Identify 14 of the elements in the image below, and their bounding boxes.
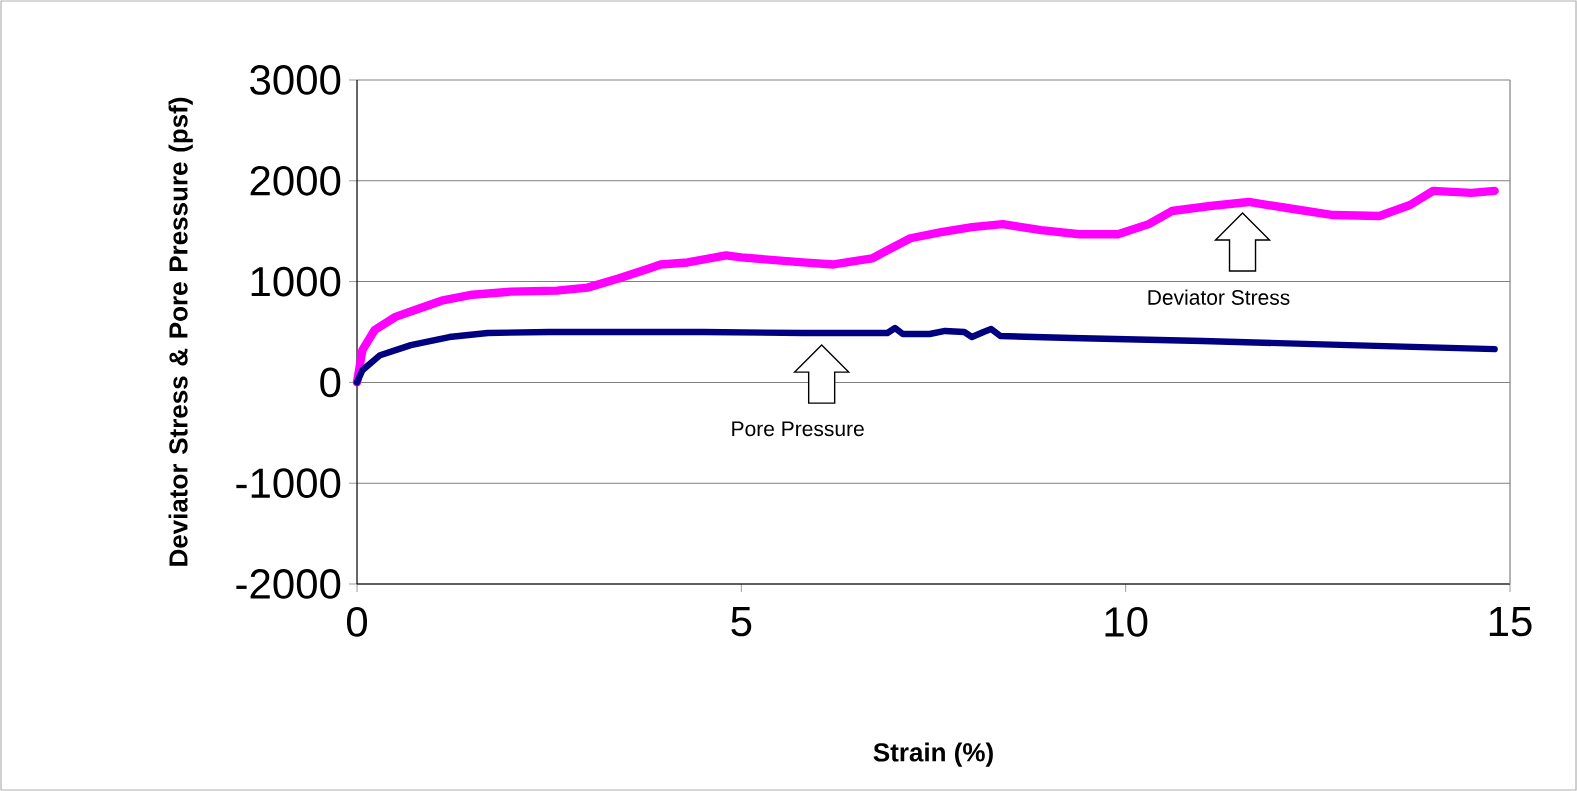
y-tick-label: 2000: [250, 165, 341, 196]
annotation: Pore Pressure: [732, 421, 864, 437]
y-tick-label: 3000: [250, 65, 341, 95]
x-axis-title: Strain (%): [873, 742, 993, 767]
y-tick-label: 1000: [251, 266, 341, 297]
x-tick-label: 15: [1489, 607, 1532, 637]
x-tick-label: 5: [731, 607, 752, 637]
annotation: Deviator Stress: [1148, 289, 1290, 305]
x-tick-label: 0: [346, 607, 368, 637]
y-tick-label: -1000: [236, 468, 341, 499]
y-axis-title: Deviator Stress & Pore Pressure (psf): [168, 97, 193, 566]
x-tick-label: 10: [1105, 607, 1148, 637]
y-tick-label: 0: [320, 367, 341, 398]
y-tick-label: -2000: [236, 569, 341, 599]
